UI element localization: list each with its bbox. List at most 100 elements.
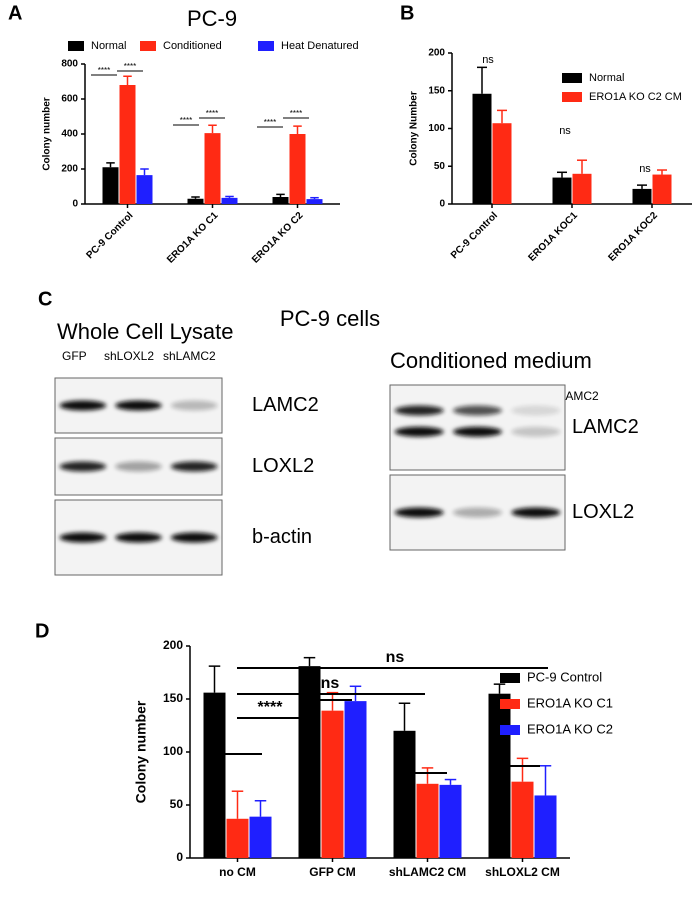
blot-row-label: LOXL2 bbox=[572, 501, 634, 523]
bar bbox=[272, 197, 289, 204]
y-axis-label: Colony Number bbox=[409, 91, 420, 166]
panel-label: B bbox=[400, 2, 414, 24]
significance-label: **** bbox=[124, 62, 136, 71]
y-tick-label: 150 bbox=[163, 691, 183, 705]
y-tick-label: 0 bbox=[439, 199, 445, 210]
blot-band bbox=[511, 507, 561, 518]
blot-band bbox=[394, 426, 444, 437]
chart-title: PC-9 bbox=[187, 6, 237, 31]
legend-swatch bbox=[258, 41, 274, 51]
bar bbox=[472, 93, 492, 204]
blot-band bbox=[115, 400, 162, 411]
y-tick-label: 600 bbox=[61, 94, 78, 105]
significance-label: **** bbox=[258, 699, 284, 716]
legend-label: Conditioned bbox=[163, 40, 222, 52]
legend-swatch bbox=[140, 41, 156, 51]
legend-swatch bbox=[68, 41, 84, 51]
legend-label: Normal bbox=[91, 40, 126, 52]
bar bbox=[492, 123, 512, 204]
bar bbox=[652, 174, 672, 204]
legend-label: Heat Denatured bbox=[281, 40, 359, 52]
y-tick-label: 50 bbox=[170, 797, 184, 811]
significance-label: **** bbox=[180, 116, 192, 125]
bar bbox=[416, 783, 439, 858]
bar bbox=[226, 818, 249, 858]
blot-row-label: LOXL2 bbox=[252, 455, 314, 477]
bar bbox=[552, 177, 572, 204]
bar bbox=[534, 795, 557, 858]
legend-label: Normal bbox=[589, 72, 624, 84]
significance-label: **** bbox=[98, 66, 110, 75]
blot-row-label: LAMC2 bbox=[572, 416, 639, 438]
bar bbox=[249, 816, 272, 858]
bar bbox=[572, 173, 592, 204]
x-tick-label: shLAMC2 CM bbox=[389, 865, 466, 879]
blot-band bbox=[394, 507, 444, 518]
legend-label: ERO1A KO C2 bbox=[527, 721, 613, 736]
bar bbox=[306, 199, 323, 204]
y-tick-label: 100 bbox=[163, 744, 183, 758]
legend-swatch bbox=[562, 92, 582, 102]
blot-band bbox=[170, 461, 218, 472]
blot-band bbox=[115, 532, 162, 543]
y-axis-label: Colony number bbox=[42, 97, 53, 170]
panel-label: D bbox=[35, 620, 49, 642]
significance-label: **** bbox=[264, 118, 276, 127]
blot-band bbox=[59, 400, 107, 411]
x-tick-label: no CM bbox=[219, 865, 256, 879]
blot-title: Conditioned medium bbox=[390, 348, 592, 373]
bar bbox=[321, 710, 344, 858]
blot-band bbox=[453, 426, 502, 437]
significance-label: ns bbox=[482, 54, 494, 66]
legend-swatch bbox=[562, 73, 582, 83]
significance-label: ns bbox=[386, 649, 405, 666]
y-tick-label: 50 bbox=[434, 161, 446, 172]
bar bbox=[511, 781, 534, 858]
bar bbox=[102, 167, 119, 204]
bar bbox=[187, 198, 204, 204]
blot-band bbox=[170, 400, 218, 411]
blot-band bbox=[453, 405, 502, 416]
legend-label: PC-9 Control bbox=[527, 669, 602, 684]
blot-band bbox=[511, 426, 561, 437]
y-tick-label: 200 bbox=[163, 638, 183, 652]
bar bbox=[439, 784, 462, 858]
significance-label: ns bbox=[321, 675, 340, 692]
x-tick-label: GFP CM bbox=[309, 865, 355, 879]
blot-title: Whole Cell Lysate bbox=[57, 319, 233, 344]
legend-swatch bbox=[500, 699, 520, 709]
bar bbox=[298, 666, 321, 858]
significance-label: ns bbox=[639, 163, 651, 175]
blot-band bbox=[115, 461, 162, 472]
lane-label: GFP bbox=[62, 349, 87, 363]
x-tick-label: shLOXL2 CM bbox=[485, 865, 560, 879]
legend-swatch bbox=[500, 673, 520, 683]
y-tick-label: 0 bbox=[72, 199, 78, 210]
significance-label: **** bbox=[290, 109, 302, 118]
panel-title: PC-9 cells bbox=[280, 306, 380, 331]
bar bbox=[488, 693, 511, 858]
blot-row-label: b-actin bbox=[252, 526, 312, 548]
y-tick-label: 200 bbox=[61, 164, 78, 175]
bar bbox=[344, 701, 367, 858]
y-tick-label: 400 bbox=[61, 129, 78, 140]
blot-band bbox=[394, 405, 444, 416]
blot-band bbox=[59, 532, 107, 543]
lane-label: shLAMC2 bbox=[163, 349, 216, 363]
y-tick-label: 100 bbox=[428, 123, 445, 134]
bar bbox=[221, 197, 238, 204]
y-tick-label: 0 bbox=[176, 850, 183, 864]
blot-band bbox=[59, 461, 107, 472]
bar bbox=[393, 730, 416, 858]
legend-label: ERO1A KO C2 CM bbox=[589, 91, 682, 103]
bar bbox=[204, 133, 221, 204]
lane-label: shLOXL2 bbox=[104, 349, 154, 363]
blot-band bbox=[170, 532, 218, 543]
bar bbox=[289, 134, 306, 204]
bar bbox=[119, 85, 136, 204]
significance-label: **** bbox=[206, 109, 218, 118]
y-axis-label: Colony number bbox=[133, 700, 149, 803]
blot-band bbox=[511, 405, 561, 416]
